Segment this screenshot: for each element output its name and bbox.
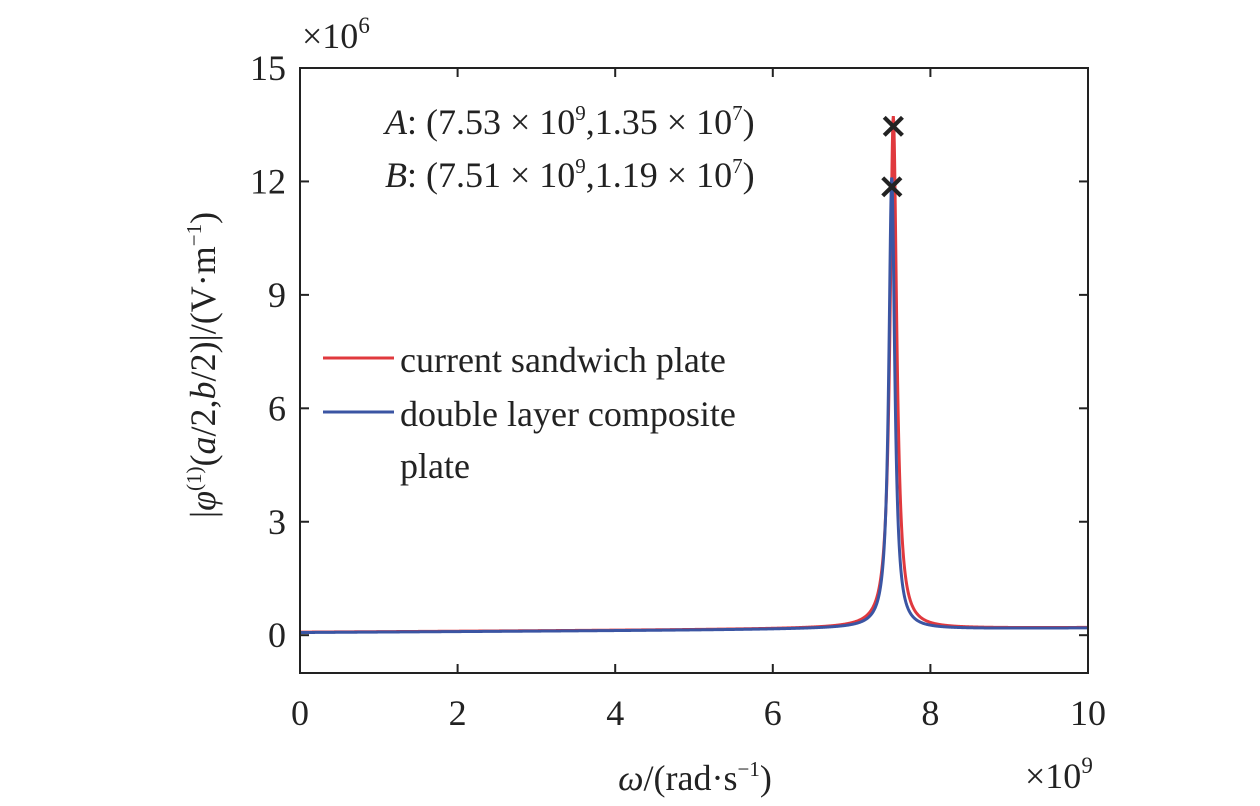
y-multiplier: ×106 xyxy=(302,13,370,56)
annotation-a-label: A xyxy=(383,102,408,142)
annotation-b: B: (7.51 × 109,1.19 × 107) xyxy=(385,154,755,195)
x-tick-label: 4 xyxy=(606,693,624,733)
x-tick-label: 10 xyxy=(1070,693,1106,733)
x-tick-label: 8 xyxy=(921,693,939,733)
x-multiplier-exp: 9 xyxy=(1081,753,1093,778)
legend-label-line-2: plate xyxy=(400,446,470,486)
annotation-a-exp1: 9 xyxy=(575,101,586,125)
y-axis-label-mid1: ( xyxy=(183,454,223,466)
ticks-layer: 0 2 4 6 8 10 0 3 6 9 12 15 xyxy=(250,48,1106,733)
x-axis-label-var: ω xyxy=(618,758,643,798)
y-axis-label-a: a xyxy=(183,436,223,454)
y-axis-label-sup: (1) xyxy=(182,466,206,491)
y-axis-label-mid2: /2, xyxy=(183,399,223,436)
y-axis-label: |φ(1)(a/2,b/2)|/(V·m−1) xyxy=(182,212,223,518)
series-layer xyxy=(299,116,1088,635)
x-multiplier: ×109 xyxy=(1025,753,1093,796)
annotation-b-mid: ,1.19 × 10 xyxy=(586,155,732,195)
peak-marker-a: × xyxy=(878,106,908,147)
annotation-b-sep: : (7.51 × 10 xyxy=(407,155,575,195)
plot-frame xyxy=(299,67,1089,674)
x-multiplier-text: ×10 xyxy=(1025,756,1081,796)
annotation-b-exp2: 7 xyxy=(732,154,743,178)
y-axis-label-close: ) xyxy=(183,212,223,224)
y-tick-label: 15 xyxy=(250,48,286,88)
annotation-b-label: B xyxy=(385,155,407,195)
y-multiplier-text: ×10 xyxy=(302,16,358,56)
annotation-a-exp2: 7 xyxy=(732,101,743,125)
y-axis-label-pre: | xyxy=(183,511,223,518)
peak-marker-b: × xyxy=(877,166,907,207)
legend-label-line-1: double layer composite xyxy=(400,394,736,434)
y-tick-label: 9 xyxy=(268,275,286,315)
y-axis-label-mid3: /2)|/(V·m xyxy=(183,246,223,381)
legend: current sandwich plate double layer comp… xyxy=(323,340,745,486)
x-tick-label: 0 xyxy=(291,693,309,733)
x-tick-label: 6 xyxy=(764,693,782,733)
y-axis-label-var: φ xyxy=(183,491,223,511)
series-line-double-layer-composite-plate xyxy=(300,177,1088,635)
legend-label-double-layer-composite-plate: double layer composite plate xyxy=(400,394,745,486)
y-multiplier-exp: 6 xyxy=(358,13,370,38)
annotation-a: A: (7.53 × 109,1.35 × 107) xyxy=(383,101,755,142)
y-tick-label: 12 xyxy=(250,161,286,201)
y-tick-label: 3 xyxy=(268,502,286,542)
annotation-a-sep: : (7.53 × 10 xyxy=(407,102,575,142)
y-axis-label-b: b xyxy=(183,381,223,399)
annotation-b-exp1: 9 xyxy=(575,154,586,178)
annotation-b-end: ) xyxy=(743,155,755,195)
x-axis-label-rest: /(rad·s xyxy=(644,758,738,798)
y-axis-label-sup2: −1 xyxy=(182,224,206,246)
x-tick-label: 2 xyxy=(449,693,467,733)
annotation-a-mid: ,1.35 × 10 xyxy=(586,102,732,142)
x-axis-label-sup: −1 xyxy=(738,757,760,781)
x-axis-label-close: ) xyxy=(760,758,772,798)
legend-label-current-sandwich-plate: current sandwich plate xyxy=(400,340,726,380)
x-axis-label: ω/(rad·s−1) xyxy=(618,757,772,798)
y-tick-label: 6 xyxy=(268,388,286,428)
y-tick-label: 0 xyxy=(268,615,286,655)
markers-layer: ×× xyxy=(877,106,909,208)
annotation-a-end: ) xyxy=(743,102,755,142)
